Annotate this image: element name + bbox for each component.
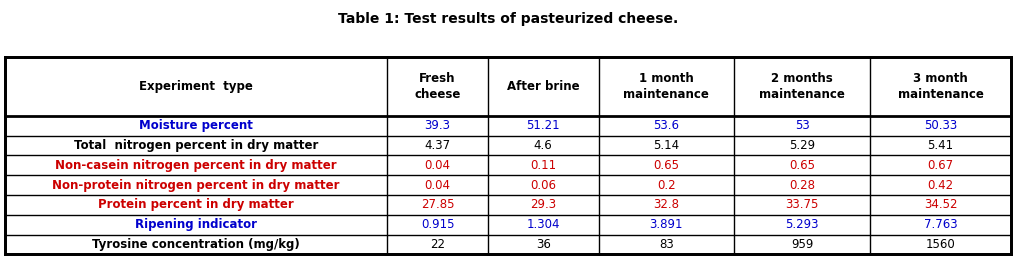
Text: 2 months
maintenance: 2 months maintenance [759,72,845,101]
Text: 39.3: 39.3 [425,119,450,132]
Text: 5.29: 5.29 [789,139,815,152]
Text: 51.21: 51.21 [526,119,560,132]
Text: 0.04: 0.04 [425,179,450,192]
Text: 0.915: 0.915 [421,218,454,231]
Text: 4.37: 4.37 [425,139,451,152]
Text: 0.04: 0.04 [425,159,450,172]
Text: Ripening indicator: Ripening indicator [135,218,257,231]
Text: 32.8: 32.8 [653,198,680,212]
Text: 0.42: 0.42 [928,179,954,192]
Text: 22: 22 [430,238,445,251]
Text: 27.85: 27.85 [421,198,454,212]
Text: 5.14: 5.14 [653,139,680,152]
Text: 1560: 1560 [926,238,955,251]
Text: 29.3: 29.3 [530,198,557,212]
Text: 0.2: 0.2 [657,179,676,192]
Text: After brine: After brine [507,80,579,93]
Text: Non-casein nitrogen percent in dry matter: Non-casein nitrogen percent in dry matte… [56,159,337,172]
Text: 83: 83 [659,238,674,251]
Text: 0.28: 0.28 [789,179,815,192]
Text: Total  nitrogen percent in dry matter: Total nitrogen percent in dry matter [74,139,318,152]
Text: 0.65: 0.65 [789,159,815,172]
Text: 5.41: 5.41 [928,139,954,152]
Text: 3.891: 3.891 [649,218,683,231]
Text: 33.75: 33.75 [785,198,819,212]
Text: 53.6: 53.6 [653,119,680,132]
Text: Non-protein nitrogen percent in dry matter: Non-protein nitrogen percent in dry matt… [53,179,340,192]
Text: 0.11: 0.11 [530,159,557,172]
Text: Experiment  type: Experiment type [139,80,253,93]
Text: 50.33: 50.33 [924,119,957,132]
Text: 36: 36 [535,238,551,251]
Text: 34.52: 34.52 [924,198,957,212]
Text: 1 month
maintenance: 1 month maintenance [624,72,709,101]
Text: 1.304: 1.304 [526,218,560,231]
Text: 3 month
maintenance: 3 month maintenance [897,72,983,101]
Text: Fresh
cheese: Fresh cheese [415,72,461,101]
Text: 0.65: 0.65 [653,159,680,172]
Text: 5.293: 5.293 [785,218,819,231]
Text: 0.06: 0.06 [530,179,556,192]
Text: Table 1: Test results of pasteurized cheese.: Table 1: Test results of pasteurized che… [338,12,678,25]
Text: Moisture percent: Moisture percent [139,119,253,132]
Text: 0.67: 0.67 [928,159,954,172]
Text: 7.763: 7.763 [924,218,957,231]
Text: 959: 959 [791,238,814,251]
Text: 4.6: 4.6 [533,139,553,152]
Text: 53: 53 [795,119,810,132]
Text: Tyrosine concentration (mg/kg): Tyrosine concentration (mg/kg) [92,238,300,251]
Text: Protein percent in dry matter: Protein percent in dry matter [99,198,294,212]
